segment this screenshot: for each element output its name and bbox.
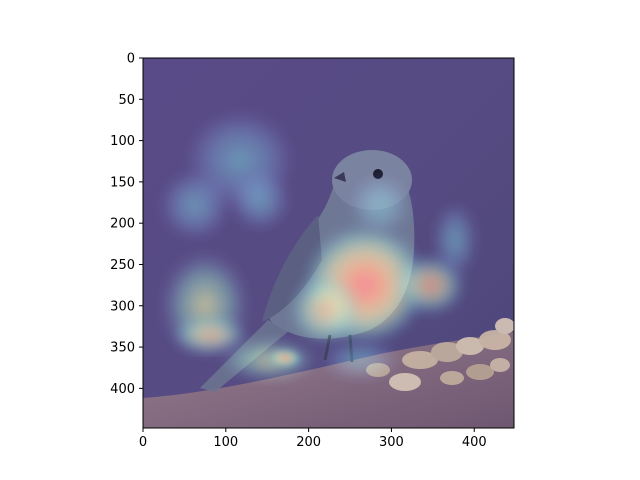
- x-tick-label: 100: [213, 435, 238, 450]
- y-tick-label: 250: [110, 258, 135, 273]
- heatmap-image: [143, 58, 514, 428]
- y-tick-label: 50: [118, 93, 135, 108]
- y-tick-label: 200: [110, 217, 135, 232]
- y-tick-label: 150: [110, 175, 135, 190]
- y-tick-label: 350: [110, 341, 135, 356]
- x-tick-label: 0: [139, 435, 147, 450]
- x-axis: 0 100 200 300 400: [139, 428, 487, 450]
- y-axis: 0 50 100 150 200 250 300 350 400: [110, 52, 143, 397]
- x-tick-label: 400: [462, 435, 487, 450]
- x-tick-label: 300: [379, 435, 404, 450]
- y-tick-label: 400: [110, 382, 135, 397]
- y-tick-label: 100: [110, 134, 135, 149]
- bird-beak: [334, 172, 346, 182]
- x-tick-label: 200: [296, 435, 321, 450]
- y-tick-label: 300: [110, 299, 135, 314]
- heatmap-overlay: [160, 110, 477, 382]
- y-tick-label: 0: [127, 52, 135, 67]
- bird-wing: [262, 215, 322, 322]
- axes-frame: [142, 57, 515, 429]
